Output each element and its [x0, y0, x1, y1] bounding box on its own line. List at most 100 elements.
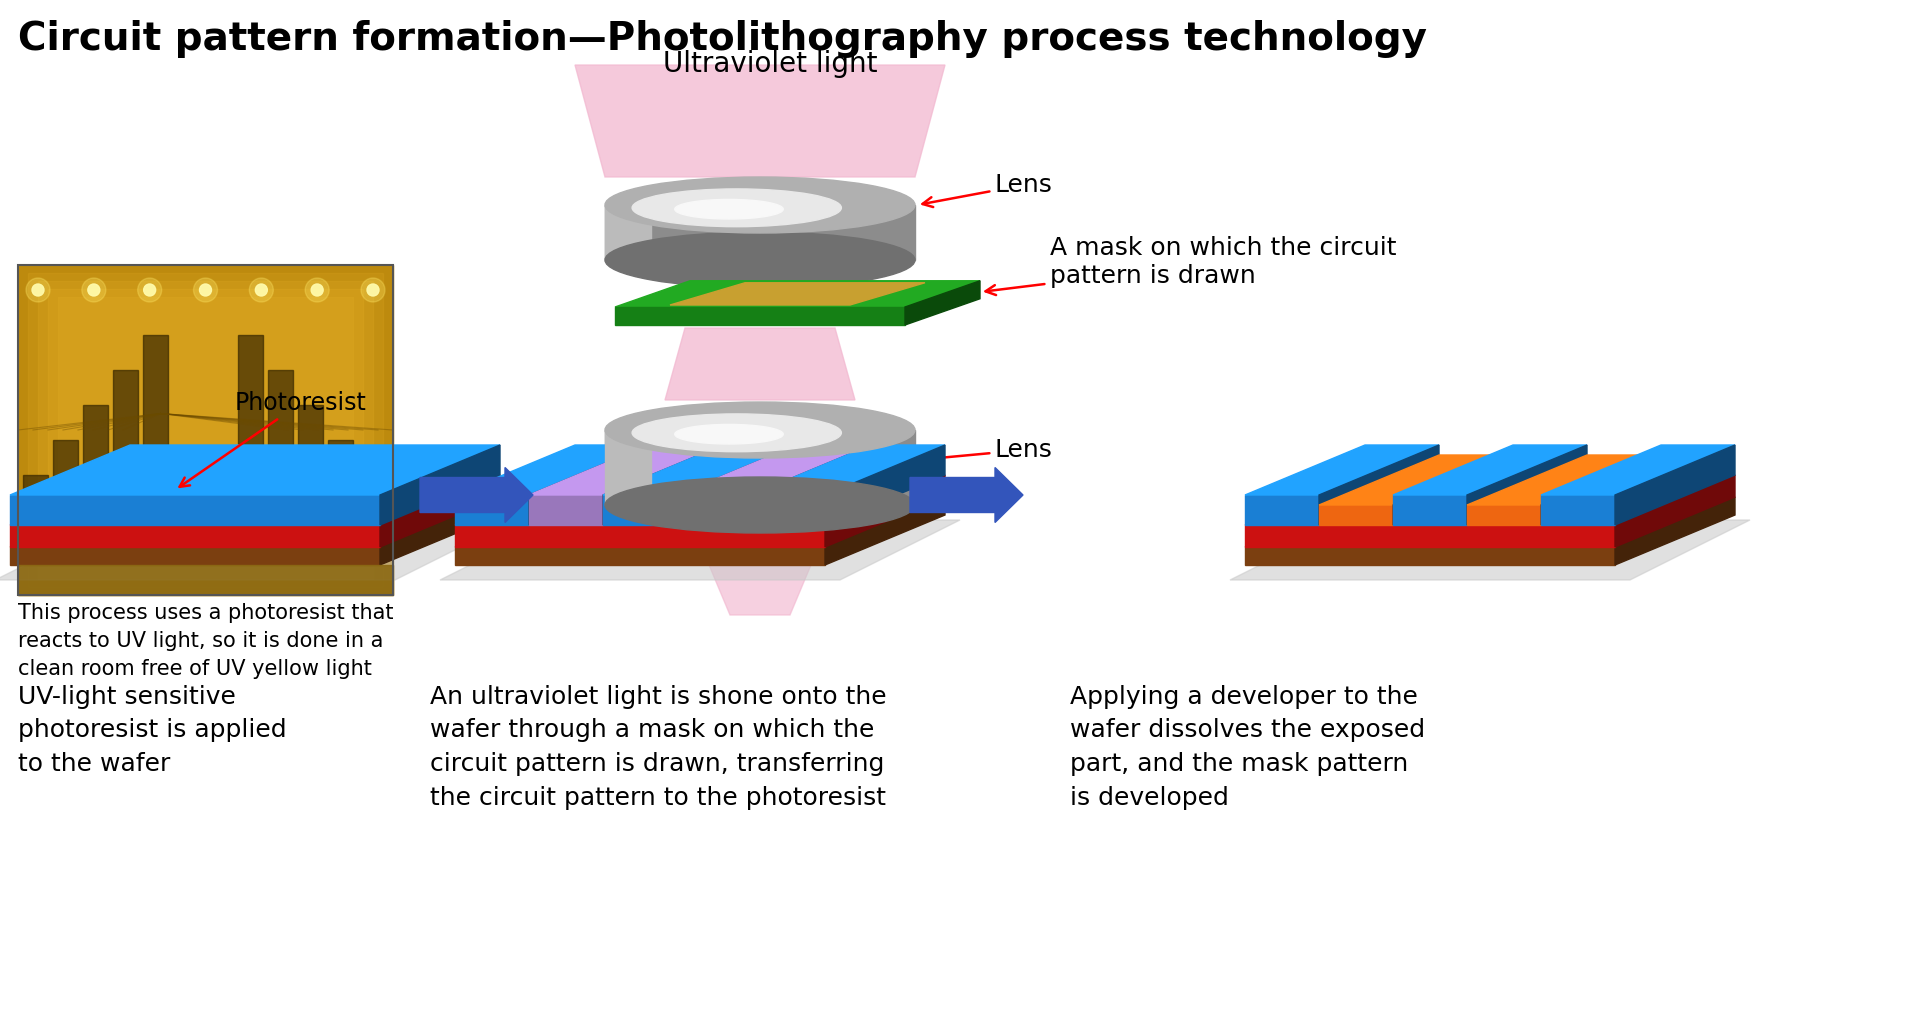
Bar	[604, 430, 915, 505]
Bar	[83, 405, 108, 525]
Circle shape	[256, 284, 267, 296]
Polygon shape	[10, 495, 381, 525]
Polygon shape	[381, 475, 500, 547]
Polygon shape	[1244, 475, 1735, 525]
Polygon shape	[440, 520, 960, 580]
Polygon shape	[1319, 455, 1511, 505]
Polygon shape	[1319, 505, 1392, 525]
Polygon shape	[1540, 445, 1735, 495]
Polygon shape	[669, 283, 925, 305]
Text: Photoresist: Photoresist	[179, 391, 367, 487]
Circle shape	[144, 284, 156, 296]
Polygon shape	[677, 445, 871, 495]
Circle shape	[194, 278, 217, 302]
Text: Lens: Lens	[921, 438, 1052, 463]
Bar	[604, 205, 915, 260]
Polygon shape	[1613, 475, 1735, 547]
Bar	[54, 440, 79, 540]
Circle shape	[27, 278, 50, 302]
Polygon shape	[454, 497, 944, 547]
Polygon shape	[1613, 497, 1735, 565]
Text: UV-light sensitive
photoresist is applied
to the wafer: UV-light sensitive photoresist is applie…	[17, 685, 287, 776]
Polygon shape	[602, 495, 677, 525]
Bar	[604, 430, 652, 505]
Circle shape	[83, 278, 106, 302]
FancyArrow shape	[419, 467, 533, 523]
Text: An ultraviolet light is shone onto the
wafer through a mask on which the
circuit: An ultraviolet light is shone onto the w…	[429, 685, 887, 810]
Polygon shape	[1244, 495, 1319, 525]
Polygon shape	[825, 497, 944, 565]
Ellipse shape	[633, 414, 840, 452]
Polygon shape	[529, 445, 723, 495]
Polygon shape	[1465, 455, 1660, 505]
Bar	[17, 265, 392, 594]
Polygon shape	[0, 520, 515, 580]
Ellipse shape	[604, 402, 915, 458]
Polygon shape	[825, 445, 944, 525]
Circle shape	[312, 284, 323, 296]
Polygon shape	[1244, 497, 1735, 547]
Polygon shape	[1465, 505, 1540, 525]
Bar	[17, 265, 392, 594]
Polygon shape	[454, 525, 825, 547]
Polygon shape	[1392, 445, 1586, 495]
Circle shape	[306, 278, 329, 302]
Polygon shape	[10, 497, 500, 547]
Text: This process uses a photoresist that
reacts to UV light, so it is done in a
clea: This process uses a photoresist that rea…	[17, 603, 394, 679]
Circle shape	[367, 284, 379, 296]
Ellipse shape	[675, 424, 783, 444]
Polygon shape	[1229, 520, 1750, 580]
Polygon shape	[454, 475, 944, 525]
Polygon shape	[602, 445, 796, 495]
Bar	[142, 335, 167, 495]
Polygon shape	[665, 235, 854, 302]
Text: Circuit pattern formation—Photolithography process technology: Circuit pattern formation—Photolithograp…	[17, 20, 1427, 58]
Bar	[48, 289, 363, 571]
Circle shape	[200, 284, 212, 296]
Polygon shape	[1392, 495, 1465, 525]
Polygon shape	[529, 445, 648, 525]
Polygon shape	[1244, 547, 1613, 565]
Circle shape	[250, 278, 273, 302]
Polygon shape	[454, 547, 825, 565]
Bar	[267, 370, 292, 510]
Circle shape	[362, 278, 385, 302]
Text: Ultraviolet light: Ultraviolet light	[662, 50, 877, 78]
Polygon shape	[10, 445, 500, 495]
Text: Lens: Lens	[921, 173, 1052, 207]
Polygon shape	[677, 495, 750, 525]
Polygon shape	[750, 445, 944, 495]
Polygon shape	[381, 445, 500, 525]
Text: A mask on which the circuit
pattern is drawn: A mask on which the circuit pattern is d…	[985, 236, 1396, 295]
Polygon shape	[529, 495, 602, 525]
Polygon shape	[1613, 445, 1735, 525]
Bar	[23, 475, 48, 555]
Polygon shape	[10, 525, 381, 547]
Bar	[113, 370, 138, 510]
FancyArrow shape	[910, 467, 1023, 523]
Polygon shape	[665, 460, 854, 615]
Polygon shape	[1540, 455, 1660, 525]
Bar	[38, 281, 373, 579]
Polygon shape	[665, 328, 854, 400]
Ellipse shape	[604, 177, 915, 233]
Polygon shape	[825, 475, 944, 547]
Polygon shape	[454, 445, 648, 495]
Polygon shape	[750, 495, 825, 525]
Polygon shape	[904, 281, 979, 325]
Polygon shape	[750, 445, 871, 525]
Polygon shape	[1244, 445, 1438, 495]
Polygon shape	[1540, 495, 1613, 525]
Polygon shape	[454, 495, 529, 525]
Circle shape	[33, 284, 44, 296]
Circle shape	[138, 278, 162, 302]
Ellipse shape	[675, 200, 783, 219]
Polygon shape	[10, 547, 381, 565]
Bar	[29, 273, 383, 587]
Ellipse shape	[604, 477, 915, 533]
Bar	[327, 440, 352, 540]
Bar	[17, 265, 392, 594]
Ellipse shape	[633, 189, 840, 227]
Polygon shape	[615, 281, 979, 308]
Bar	[298, 405, 323, 525]
